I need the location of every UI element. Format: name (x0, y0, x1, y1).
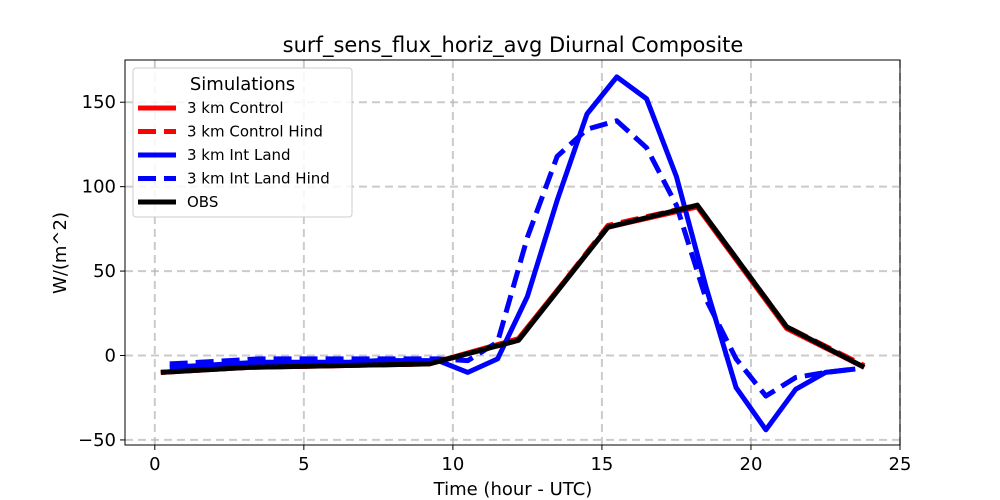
series-group (160, 74, 866, 433)
chart-title: surf_sens_flux_horiz_avg Diurnal Composi… (283, 33, 744, 58)
x-tick-label: 10 (441, 454, 464, 475)
x-axis-label: Time (hour - UTC) (433, 479, 593, 500)
y-axis-label: W/(m^2) (50, 212, 71, 294)
series-line-3-km-int-land (169, 74, 856, 433)
ticks: 0 5 10 15 20 25 −50 0 50 100 150 (78, 92, 911, 475)
y-tick-label: 0 (105, 346, 116, 367)
x-tick-label: 15 (590, 454, 613, 475)
series-line-3-km-int-land-hind (169, 118, 856, 399)
y-tick-label: 50 (93, 261, 116, 282)
plot-frame (124, 59, 901, 446)
legend-entry-label: 3 km Int Land (187, 146, 291, 164)
y-tick-label: 100 (82, 177, 116, 198)
y-tick-label: −50 (78, 430, 116, 451)
legend-entry-label: OBS (187, 193, 218, 211)
legend-entry-label: 3 km Control Hind (187, 123, 323, 141)
x-tick-label: 0 (149, 454, 160, 475)
legend-entry-label: 3 km Control (187, 99, 284, 117)
y-tick-label: 150 (82, 92, 116, 113)
legend: Simulations 3 km Control 3 km Control Hind… (132, 67, 353, 218)
legend-box (132, 67, 353, 218)
series-line-obs (160, 202, 866, 375)
x-tick-label: 5 (298, 454, 309, 475)
x-tick-label: 25 (889, 454, 912, 475)
legend-title: Simulations (190, 74, 295, 95)
x-tick-label: 20 (740, 454, 763, 475)
legend-entry-label: 3 km Int Land Hind (187, 170, 330, 188)
